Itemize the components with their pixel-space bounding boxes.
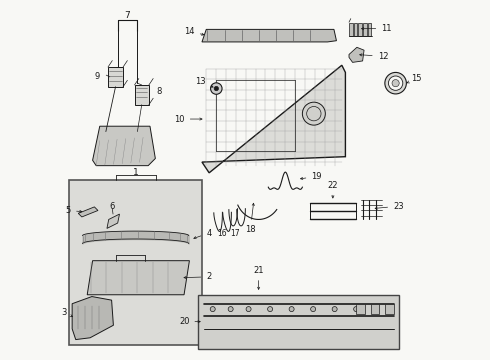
Text: 13: 13 xyxy=(195,77,213,87)
Bar xyxy=(135,85,149,105)
Bar xyxy=(198,295,399,348)
Circle shape xyxy=(302,102,325,125)
Text: 8: 8 xyxy=(157,87,162,96)
Text: 3: 3 xyxy=(61,308,73,317)
Circle shape xyxy=(354,307,359,312)
Circle shape xyxy=(392,80,399,87)
Text: 23: 23 xyxy=(375,202,404,211)
Text: 22: 22 xyxy=(328,181,338,198)
Circle shape xyxy=(332,307,337,312)
Text: 21: 21 xyxy=(253,266,264,289)
Bar xyxy=(69,180,202,345)
Text: 12: 12 xyxy=(360,52,388,61)
Polygon shape xyxy=(202,30,337,42)
Polygon shape xyxy=(78,207,98,217)
Polygon shape xyxy=(87,261,190,295)
Bar xyxy=(108,67,123,87)
Circle shape xyxy=(289,307,294,312)
Polygon shape xyxy=(202,65,345,173)
Text: 6: 6 xyxy=(110,202,115,211)
Text: 4: 4 xyxy=(194,229,212,239)
Text: 16: 16 xyxy=(217,229,226,238)
Text: 5: 5 xyxy=(66,206,82,215)
Circle shape xyxy=(211,83,222,94)
Text: 9: 9 xyxy=(95,72,100,81)
Text: 15: 15 xyxy=(407,75,421,84)
Text: 10: 10 xyxy=(174,114,202,123)
Polygon shape xyxy=(107,214,120,228)
Bar xyxy=(354,23,357,36)
Circle shape xyxy=(214,86,219,91)
Polygon shape xyxy=(349,47,364,62)
Circle shape xyxy=(228,307,233,312)
Text: 17: 17 xyxy=(230,229,240,238)
Bar xyxy=(356,304,365,315)
Bar xyxy=(370,304,379,315)
Bar xyxy=(368,23,371,36)
Bar xyxy=(349,23,353,36)
Text: 7: 7 xyxy=(124,11,130,20)
Text: 20: 20 xyxy=(179,317,200,326)
Text: 19: 19 xyxy=(300,172,322,181)
Polygon shape xyxy=(93,126,155,166)
Polygon shape xyxy=(72,297,113,339)
Text: 18: 18 xyxy=(245,203,256,234)
Circle shape xyxy=(246,307,251,312)
Circle shape xyxy=(389,76,403,90)
Circle shape xyxy=(210,307,215,312)
Text: 11: 11 xyxy=(362,24,392,33)
Text: 1: 1 xyxy=(133,168,139,177)
Circle shape xyxy=(311,307,316,312)
Text: 2: 2 xyxy=(184,272,212,281)
Text: 14: 14 xyxy=(184,27,204,36)
Bar xyxy=(358,23,362,36)
Bar xyxy=(363,23,367,36)
Bar xyxy=(385,304,394,315)
Circle shape xyxy=(385,72,406,94)
Circle shape xyxy=(268,307,272,312)
